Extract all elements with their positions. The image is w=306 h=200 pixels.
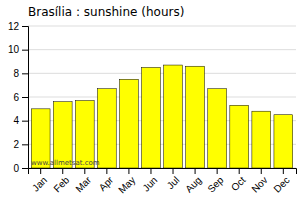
y-tick: 0 [13,163,28,174]
y-tick: 2 [13,139,28,150]
bar [274,115,293,168]
x-axis-line [29,169,297,175]
y-tick-mark [22,26,28,27]
x-tick-label: Dec [271,174,291,194]
y-tick-label: 8 [13,68,19,79]
x-tick-label: Aug [183,174,203,194]
x-tick-label: Jan [30,174,49,193]
x-tick: Dec [271,168,291,195]
x-tick-label: Jul [165,174,182,191]
x-tick-mark [150,168,151,174]
bar [208,89,227,168]
x-tick: Apr [97,168,116,193]
plot-area: JanFebMarAprMayJun JulAugSepOctNovDec 0 2 4 6… [8,21,297,196]
y-tick-mark [22,50,28,51]
y-tick-label: 6 [13,92,19,103]
y-axis-line [22,27,29,169]
x-tick: Jan [30,168,49,194]
x-tick-mark [40,168,41,174]
x-tick-mark [62,168,63,174]
bars [31,65,292,168]
bar [252,111,271,168]
bar [75,101,94,168]
y-tick: 10 [8,44,28,55]
grid [28,26,296,168]
y-tick-label: 12 [8,21,20,32]
x-tick: May [116,168,137,196]
y-tick: 8 [13,68,28,79]
x-axis: JanFebMarAprMayJun JulAugSepOctNovDec [29,168,297,196]
x-tick-mark [195,168,196,174]
y-axis: 0 2 4 6 8 10 12 [8,21,29,174]
bar [120,79,139,168]
y-tick: 12 [8,21,28,32]
x-tick-mark [106,168,107,174]
bar [230,105,249,168]
x-tick: Jul [165,168,182,191]
grid-line [28,97,296,98]
x-tick-label: Oct [229,174,248,193]
x-tick-mark [239,168,240,174]
x-tick-mark [217,168,218,174]
grid-line [28,49,296,50]
y-tick-label: 4 [13,115,19,126]
x-tick-label: Jun [140,174,159,193]
grid-line [28,73,296,74]
chart-container: JanFebMarAprMayJun JulAugSepOctNovDec 0 2 4 6… [0,0,306,200]
x-tick-mark [261,168,262,174]
x-tick-label: Nov [249,174,269,194]
x-tick: Oct [229,168,248,193]
x-tick: Feb [51,168,71,194]
x-tick: Mar [73,168,93,194]
y-tick-label: 0 [13,163,19,174]
x-tick-mark [173,168,174,174]
bar [142,67,161,168]
x-tick-label: Apr [97,174,116,193]
y-tick-mark [22,168,28,169]
x-tick: Aug [183,168,203,195]
y-tick-mark [22,121,28,122]
chart-svg: JanFebMarAprMayJun JulAugSepOctNovDec 0 2 4 6… [0,0,306,200]
y-tick: 4 [13,115,28,126]
bar [164,65,183,168]
x-tick-label: May [116,174,137,195]
x-tick-mark [283,168,284,174]
title: Brasília : sunshine (hours) [28,5,184,19]
x-tick: Sep [205,168,226,195]
y-tick-mark [22,144,28,145]
y-tick-label: 2 [13,139,19,150]
x-tick-label: Mar [73,174,93,194]
x-tick-label: Feb [51,174,71,194]
x-tick: Nov [249,168,269,195]
y-tick-label: 10 [8,44,20,55]
x-tick-mark [84,168,85,174]
y-tick: 6 [13,92,28,103]
x-tick: Jun [140,168,159,194]
annotation: www.allmetsat.com [31,159,100,167]
bar [97,89,116,168]
x-tick-label: Sep [205,174,226,195]
x-tick-mark [128,168,129,174]
grid-line [28,26,296,27]
y-tick-mark [22,97,28,98]
bar [186,66,205,168]
y-tick-mark [22,73,28,74]
